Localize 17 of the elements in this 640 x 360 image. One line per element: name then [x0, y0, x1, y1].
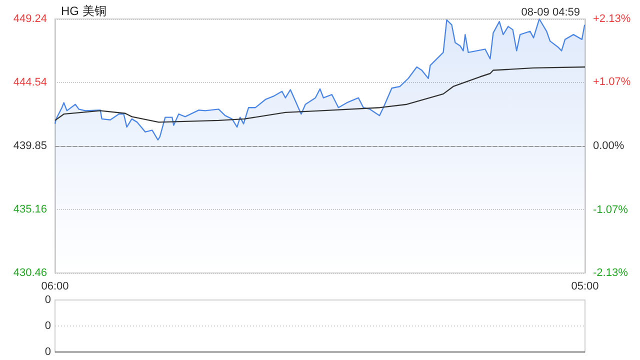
y-tick-label: 449.24	[13, 13, 47, 25]
y2-tick-label: -1.07%	[593, 204, 628, 216]
x-tick-label: 05:00	[571, 280, 599, 292]
chart-title: HG 美铜	[61, 4, 106, 18]
y2-tick-label: +2.13%	[593, 13, 631, 25]
text: 0	[44, 346, 51, 358]
y-tick-label: 444.54	[13, 76, 47, 89]
y2-tick-label: 0.00%	[593, 140, 624, 152]
text: 0	[44, 294, 51, 306]
x-tick-label: 06:00	[41, 280, 69, 292]
y-tick-label: 430.46	[13, 267, 47, 279]
y2-tick-label: -2.13%	[593, 267, 628, 279]
y-tick-label: 439.85	[13, 140, 47, 152]
text: 08-09 04:59	[521, 6, 580, 18]
y-tick-label: 435.16	[13, 203, 47, 216]
y2-tick-label: +1.07%	[593, 76, 631, 88]
text: 0	[44, 320, 51, 332]
